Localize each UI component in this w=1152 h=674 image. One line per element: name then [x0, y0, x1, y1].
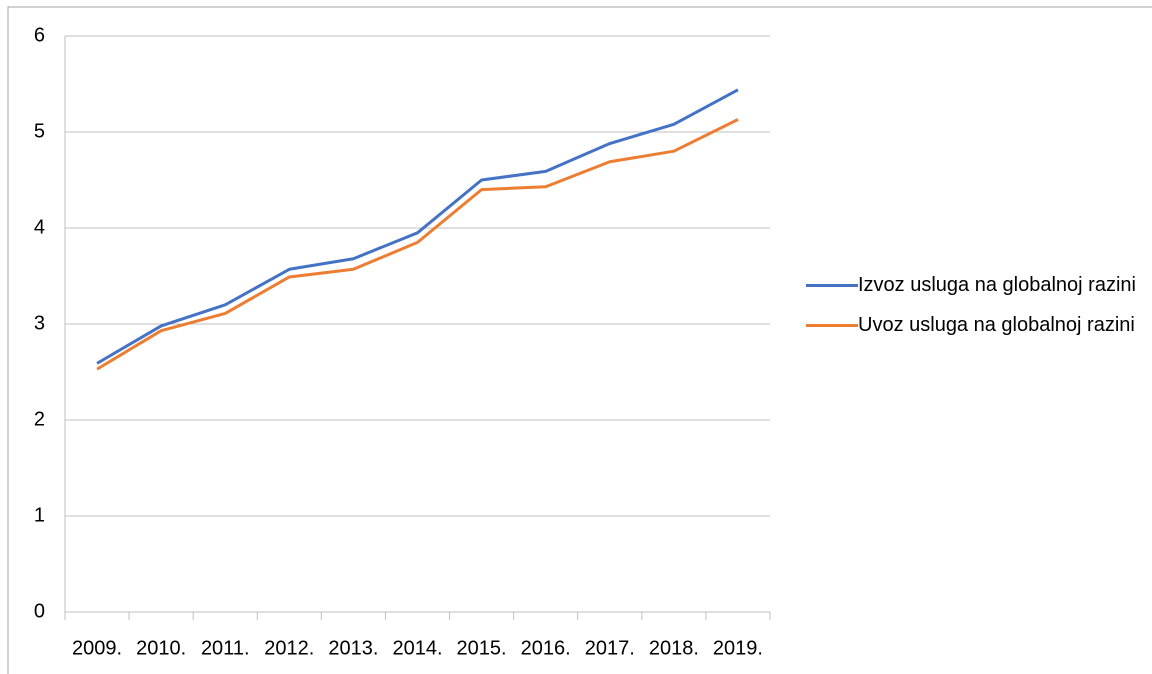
- series-line: [96, 118, 739, 371]
- chart-border: [7, 6, 1152, 674]
- y-tick-label: 4: [34, 216, 45, 238]
- x-tick-label: 2018.: [649, 637, 699, 659]
- x-tick-label: 2017.: [585, 637, 635, 659]
- legend-swatch: [806, 284, 858, 287]
- x-tick-label: 2013.: [328, 637, 378, 659]
- legend-label: Izvoz usluga na globalnoj razini: [858, 274, 1136, 296]
- legend-entry: Izvoz usluga na globalnoj razini: [806, 271, 1146, 299]
- legend-swatch: [806, 324, 858, 327]
- x-tick-label: 2012.: [264, 637, 314, 659]
- series-line: [96, 88, 739, 365]
- y-tick-label: 5: [34, 120, 45, 142]
- y-tick-label: 1: [34, 504, 45, 526]
- legend-entry: Uvoz usluga na globalnoj razini: [806, 311, 1146, 339]
- x-tick-label: 2019.: [713, 637, 763, 659]
- y-tick-label: 3: [34, 312, 45, 334]
- x-tick-label: 2009.: [72, 637, 122, 659]
- y-tick-label: 2: [34, 408, 45, 430]
- x-tick-label: 2014.: [392, 637, 442, 659]
- x-tick-label: 2010.: [136, 637, 186, 659]
- legend-label: Uvoz usluga na globalnoj razini: [858, 314, 1135, 336]
- y-tick-label: 6: [34, 24, 45, 46]
- y-tick-label: 0: [34, 600, 45, 622]
- x-tick-label: 2016.: [521, 637, 571, 659]
- x-tick-label: 2015.: [457, 637, 507, 659]
- legend: Izvoz usluga na globalnoj razini Uvoz usl…: [806, 271, 1146, 351]
- x-tick-label: 2011.: [201, 637, 250, 659]
